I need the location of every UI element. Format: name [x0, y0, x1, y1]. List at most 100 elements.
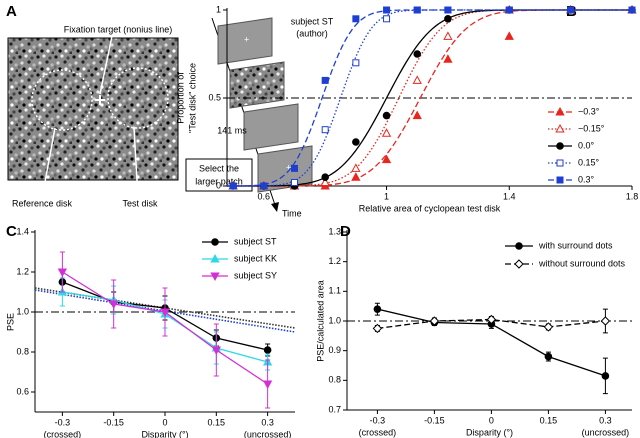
- marker: [260, 182, 268, 190]
- marker: [543, 322, 554, 332]
- x-tick-label: 0.3: [599, 415, 612, 425]
- arrow-head: [271, 202, 279, 212]
- y-tick-label: 1.4: [16, 226, 29, 236]
- legend-marker: [210, 272, 220, 282]
- trend-line: [34, 289, 296, 333]
- x-sublabel: (crossed): [44, 429, 82, 438]
- panel-label: C: [6, 223, 17, 240]
- chart-title: subject ST: [291, 16, 334, 26]
- y-tick-label: 0.9: [328, 345, 341, 355]
- marker: [383, 6, 391, 14]
- x-tick-label: 0: [162, 417, 167, 427]
- marker: [351, 172, 361, 181]
- legend-marker: [556, 142, 564, 150]
- y-tick-label: 0.8: [328, 375, 341, 385]
- fixation-mark: +: [286, 162, 291, 172]
- marker: [505, 6, 513, 14]
- marker: [291, 164, 298, 172]
- y-tick-label: 1.2: [328, 256, 341, 266]
- marker: [351, 163, 361, 172]
- panel-label: D: [340, 223, 351, 240]
- trend-line: [34, 287, 296, 329]
- legend-label: with surround dots: [538, 240, 613, 250]
- marker: [412, 75, 422, 84]
- frame: [217, 17, 273, 65]
- marker: [262, 380, 273, 390]
- marker: [544, 352, 553, 361]
- test-label: Test disk: [122, 198, 158, 208]
- marker: [600, 316, 611, 326]
- x-tick-label: 0.3: [261, 417, 274, 427]
- x-tick-label: -0.15: [424, 415, 445, 425]
- marker: [109, 300, 119, 310]
- chart-title: (author): [296, 28, 328, 38]
- x-tick-label: 0.6: [258, 191, 271, 201]
- marker: [601, 372, 610, 380]
- task-label: larger patch: [195, 176, 243, 186]
- pointer: [99, 35, 113, 95]
- marker: [352, 59, 360, 67]
- y-tick-label: 0.7: [328, 404, 341, 414]
- marker: [211, 346, 221, 356]
- y-axis-label: PSE/calculated area: [315, 280, 325, 362]
- test-disk: [107, 67, 169, 129]
- reference-disk: [31, 69, 93, 131]
- x-axis-label: Disparity (°): [141, 429, 188, 438]
- y-tick-label: 1.1: [328, 286, 341, 296]
- panel-a: A Fixation target (nonius line) Referenc…: [6, 3, 313, 218]
- fit-curve: [226, 9, 632, 187]
- x-tick-label: -0.3: [370, 415, 386, 425]
- marker: [443, 31, 453, 40]
- x-sublabel: (uncrossed): [582, 427, 630, 437]
- marker: [263, 346, 272, 354]
- task-label: Select the: [199, 163, 239, 173]
- y-tick-label: 0.6: [16, 386, 29, 396]
- marker: [381, 128, 392, 137]
- y-tick-label: 1.0: [328, 315, 341, 325]
- pointer: [41, 127, 56, 199]
- y-tick-label: 1.2: [16, 266, 29, 276]
- panel-label: A: [6, 3, 17, 20]
- marker: [160, 308, 170, 318]
- duration-label: 141 ms: [217, 125, 247, 135]
- pointer: [133, 127, 139, 199]
- reference-label: Reference disk: [12, 198, 73, 208]
- legend-marker: [555, 106, 565, 116]
- fixation-label: Fixation target (nonius line): [64, 24, 173, 34]
- legend-marker: [515, 242, 523, 250]
- marker: [57, 268, 68, 278]
- marker: [321, 76, 329, 84]
- marker: [372, 323, 383, 334]
- x-tick-label: -0.3: [55, 417, 71, 427]
- legend-marker: [210, 253, 220, 263]
- marker: [628, 6, 636, 14]
- y-tick-label: 1.0: [16, 306, 29, 316]
- marker: [567, 6, 575, 14]
- marker: [443, 54, 453, 63]
- x-sublabel: (uncrossed): [244, 429, 292, 438]
- marker: [412, 110, 422, 120]
- legend-label: subject ST: [234, 236, 277, 246]
- marker: [383, 15, 391, 23]
- x-tick-label: 0: [489, 415, 494, 425]
- fixation-cross: [95, 95, 105, 105]
- marker: [444, 14, 452, 23]
- y-tick-label: 1: [216, 4, 221, 14]
- legend-label: −0.3°: [578, 106, 600, 116]
- marker: [413, 50, 422, 58]
- legend-label: −0.15°: [578, 123, 605, 133]
- legend-label: subject SY: [234, 270, 277, 280]
- legend-marker: [514, 259, 524, 269]
- x-axis-label: Relative area of cyclopean test disk: [359, 203, 501, 213]
- x-tick-label: 1.4: [503, 191, 516, 201]
- legend-label: subject KK: [234, 253, 277, 263]
- marker: [321, 126, 329, 134]
- y-tick-label: 0.8: [16, 346, 29, 356]
- legend-marker: [211, 238, 219, 246]
- marker: [352, 138, 360, 146]
- marker: [413, 6, 421, 14]
- marker: [429, 316, 440, 326]
- marker: [320, 177, 330, 186]
- y-axis-label: Proportion of: [175, 72, 185, 124]
